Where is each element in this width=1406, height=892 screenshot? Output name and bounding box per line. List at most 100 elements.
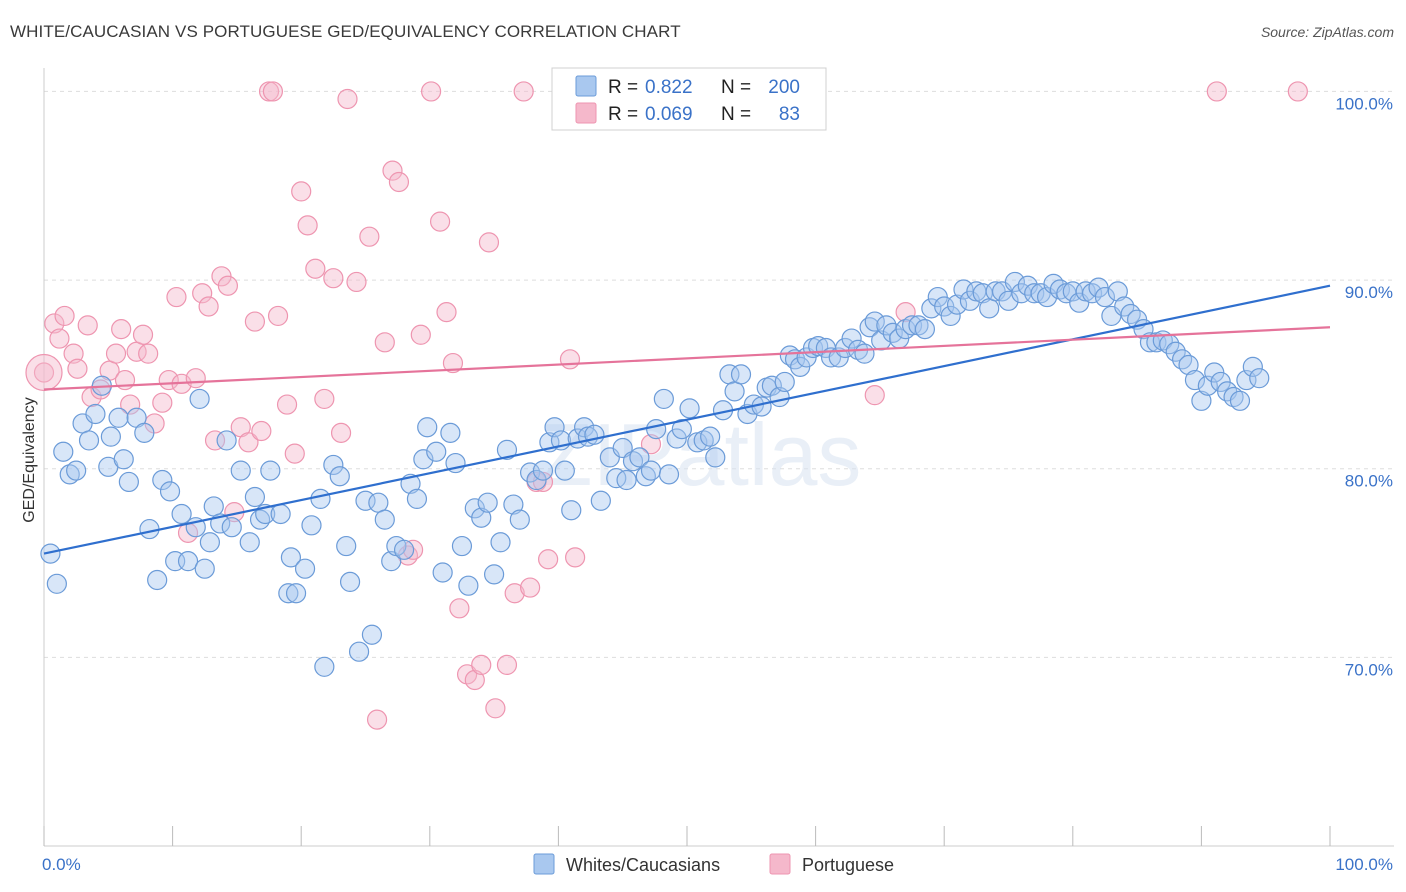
portuguese-point (323, 268, 344, 289)
stats-r-label: R = (608, 104, 638, 125)
portuguese-point (504, 583, 525, 604)
whites-points (40, 271, 1270, 677)
portuguese-point (436, 302, 457, 323)
portuguese-point (284, 443, 305, 464)
portuguese-point (429, 211, 451, 232)
white-point (503, 494, 524, 515)
portuguese-point (132, 324, 154, 345)
portuguese-point (267, 305, 289, 327)
white-point (59, 464, 80, 485)
white-point (374, 509, 395, 530)
white-point (108, 407, 129, 428)
white-point (561, 500, 582, 521)
portuguese-point (138, 343, 159, 364)
portuguese-point (442, 352, 464, 374)
legend-label-portuguese: Portuguese (802, 855, 894, 875)
portuguese-point (152, 392, 173, 413)
white-point (194, 558, 215, 579)
portuguese-point (251, 420, 272, 442)
white-point (1036, 286, 1058, 308)
white-point (1120, 303, 1141, 325)
portuguese-point (374, 332, 395, 353)
white-point (285, 583, 307, 604)
white-point (152, 469, 173, 491)
portuguese-point (291, 181, 312, 202)
portuguese-point (158, 369, 179, 391)
portuguese-point (346, 271, 367, 293)
white-point (171, 503, 192, 525)
stats-n-label: N = (721, 104, 751, 125)
portuguese-point (464, 669, 485, 691)
white-point (490, 532, 511, 553)
white-point (998, 290, 1019, 311)
white-point (1249, 368, 1270, 389)
white-point (381, 551, 402, 572)
white-point (280, 547, 302, 568)
white-point (368, 492, 389, 513)
portuguese-point (410, 324, 431, 345)
white-point (554, 460, 575, 481)
portuguese-point (895, 302, 916, 323)
white-point (671, 419, 692, 440)
y-tick-label: 100.0% (1335, 94, 1393, 113)
white-point (864, 311, 885, 332)
white-point (216, 430, 237, 451)
white-point (53, 441, 74, 462)
portuguese-point (63, 343, 84, 364)
white-point (590, 490, 611, 511)
white-point (730, 364, 752, 385)
white-point (616, 469, 637, 491)
white-point (159, 481, 181, 502)
source-credit: Source: ZipAtlas.com (1260, 24, 1394, 40)
white-point (1178, 354, 1199, 376)
white-point (471, 507, 492, 528)
white-point (612, 437, 633, 459)
x-tick-labels: 0.0% 100.0% (42, 855, 1393, 874)
stats-r-label: R = (608, 77, 638, 98)
portuguese-point (120, 394, 141, 415)
whites-trend-line (43, 284, 1331, 555)
portuguese-point (382, 160, 403, 181)
white-point (640, 460, 662, 481)
white-point (139, 518, 160, 540)
white-point (953, 279, 974, 300)
portuguese-point (67, 358, 88, 379)
white-point (339, 571, 361, 593)
white-point (406, 488, 428, 509)
portuguese-point (262, 81, 284, 102)
white-point (882, 322, 903, 343)
portuguese-point (44, 313, 65, 334)
portuguese-point (314, 388, 335, 410)
white-point (544, 417, 565, 438)
portuguese-point (864, 385, 885, 406)
white-point (854, 343, 875, 364)
portuguese-point (337, 88, 358, 110)
white-point (724, 381, 745, 402)
portuguese-trend-line (43, 326, 1331, 391)
stats-n-value: 83 (779, 104, 800, 125)
white-point (118, 471, 139, 493)
white-point (393, 539, 415, 560)
white-point (203, 496, 224, 517)
portuguese-point (54, 305, 75, 327)
portuguese-point (305, 258, 326, 279)
white-point (40, 543, 61, 564)
portuguese-point (185, 368, 206, 389)
white-point (199, 532, 220, 553)
white-point (221, 517, 242, 538)
white-point (329, 466, 350, 487)
y-tick-label: 90.0% (1345, 283, 1393, 302)
portuguese-point (297, 215, 318, 236)
white-point (1229, 390, 1251, 411)
stats-legend-box: R = 0.822 N = 200 R = 0.069 N = 83 (551, 67, 827, 131)
white-point (532, 460, 554, 481)
white-point (177, 551, 199, 572)
white-point (458, 575, 479, 596)
white-point (85, 403, 106, 425)
white-point (451, 535, 473, 557)
white-point (700, 426, 721, 447)
white-point (1242, 356, 1263, 377)
portuguese-point (449, 598, 470, 619)
white-point (1223, 386, 1244, 408)
